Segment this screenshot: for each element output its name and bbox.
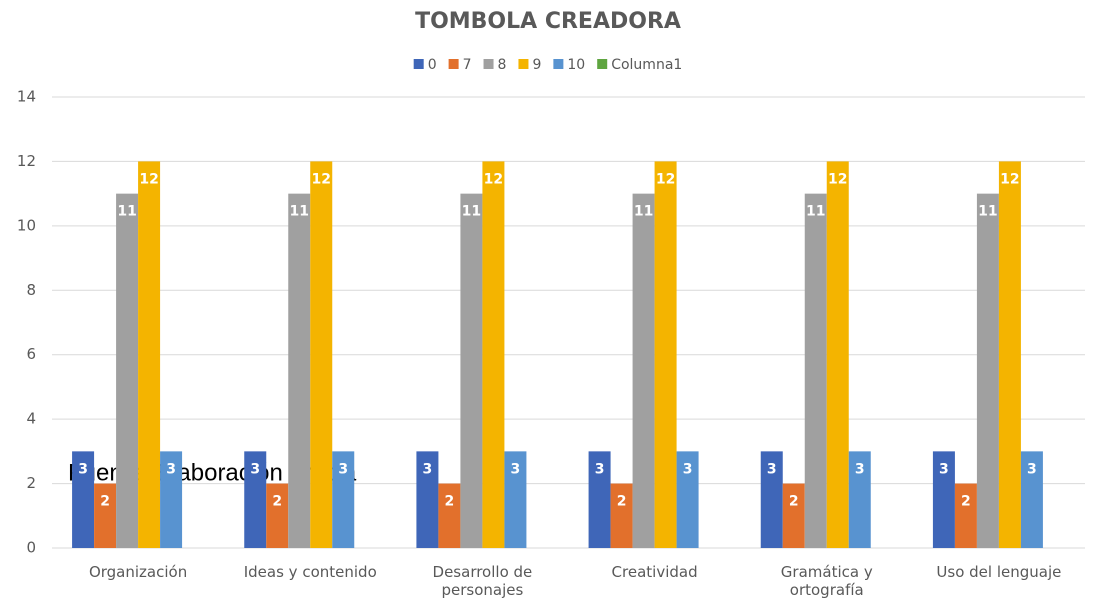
bar xyxy=(138,161,161,548)
bar xyxy=(266,483,289,548)
legend-label: 0 xyxy=(428,57,437,73)
legend-label: 7 xyxy=(463,57,472,73)
data-label: 2 xyxy=(617,494,627,510)
legend-label: Columna1 xyxy=(611,57,682,73)
bar xyxy=(782,483,805,548)
data-label: 3 xyxy=(250,461,260,477)
bar xyxy=(160,451,183,548)
bar xyxy=(460,193,483,548)
bar xyxy=(244,451,267,548)
bar xyxy=(588,451,611,548)
legend-swatch xyxy=(553,59,564,69)
data-label: 3 xyxy=(338,461,348,477)
data-label: 3 xyxy=(683,461,693,477)
bar xyxy=(288,193,311,548)
bar xyxy=(826,161,849,548)
data-label: 12 xyxy=(312,171,331,187)
bar xyxy=(676,451,699,548)
x-tick-label: Organización xyxy=(88,563,188,581)
y-tick-label: 2 xyxy=(26,474,36,492)
x-tick-label: Desarrollo de personajes xyxy=(432,563,533,598)
legend-swatch xyxy=(448,59,459,69)
bar xyxy=(976,193,999,548)
chart-title: TOMBOLA CREADORA xyxy=(415,9,681,34)
data-label: 12 xyxy=(656,171,675,187)
x-tick-label: Creatividad xyxy=(611,563,698,581)
bar xyxy=(438,483,461,548)
data-label: 12 xyxy=(139,171,158,187)
bar xyxy=(72,451,95,548)
x-tick-label: Ideas y contenido xyxy=(243,563,377,581)
bar xyxy=(998,161,1021,548)
data-label: 3 xyxy=(78,461,88,477)
legend-swatch xyxy=(518,59,529,69)
legend-swatch xyxy=(597,59,608,69)
data-label: 3 xyxy=(166,461,176,477)
y-tick-label: 12 xyxy=(17,152,36,170)
bar xyxy=(848,451,871,548)
data-label: 3 xyxy=(511,461,521,477)
y-tick-label: 0 xyxy=(26,539,36,557)
x-tick-label: Gramática y ortografía xyxy=(780,563,873,598)
y-tick-label: 6 xyxy=(26,345,36,363)
bar xyxy=(610,483,633,548)
legend-swatch xyxy=(413,59,424,69)
bar xyxy=(94,483,117,548)
y-tick-label: 10 xyxy=(17,216,36,234)
data-label: 12 xyxy=(484,171,503,187)
bar xyxy=(310,161,333,548)
data-label: 2 xyxy=(445,494,455,510)
data-label: 2 xyxy=(272,494,282,510)
y-tick-label: 4 xyxy=(26,410,36,428)
data-label: 2 xyxy=(961,494,971,510)
y-tick-label: 14 xyxy=(17,88,36,106)
bar xyxy=(116,193,139,548)
bar xyxy=(654,161,677,548)
data-label: 11 xyxy=(806,204,825,220)
data-label: 2 xyxy=(789,494,799,510)
x-tick-label: Uso del lenguaje xyxy=(936,563,1062,581)
data-label: 3 xyxy=(767,461,777,477)
data-label: 11 xyxy=(117,204,136,220)
legend-label: 8 xyxy=(498,57,507,73)
data-label: 12 xyxy=(1000,171,1019,187)
data-label: 11 xyxy=(462,204,481,220)
legend: 0 7 8 9 10 Columna1 xyxy=(413,57,682,73)
data-label: 2 xyxy=(100,494,110,510)
data-label: 3 xyxy=(595,461,605,477)
legend-label: 9 xyxy=(532,57,541,73)
data-label: 3 xyxy=(423,461,433,477)
legend-label: 10 xyxy=(567,57,585,73)
data-label: 11 xyxy=(290,204,309,220)
data-label: 3 xyxy=(939,461,949,477)
data-label: 11 xyxy=(634,204,653,220)
data-label: 12 xyxy=(828,171,847,187)
bar xyxy=(1020,451,1043,548)
data-label: 3 xyxy=(855,461,865,477)
bar xyxy=(632,193,655,548)
y-tick-label: 8 xyxy=(26,281,36,299)
bar xyxy=(482,161,505,548)
bar xyxy=(332,451,355,548)
bar xyxy=(804,193,827,548)
legend-swatch xyxy=(483,59,494,69)
data-label: 11 xyxy=(978,204,997,220)
bar xyxy=(760,451,783,548)
bar xyxy=(954,483,977,548)
bar xyxy=(932,451,955,548)
data-label: 3 xyxy=(1027,461,1037,477)
bar xyxy=(504,451,527,548)
bar xyxy=(416,451,439,548)
